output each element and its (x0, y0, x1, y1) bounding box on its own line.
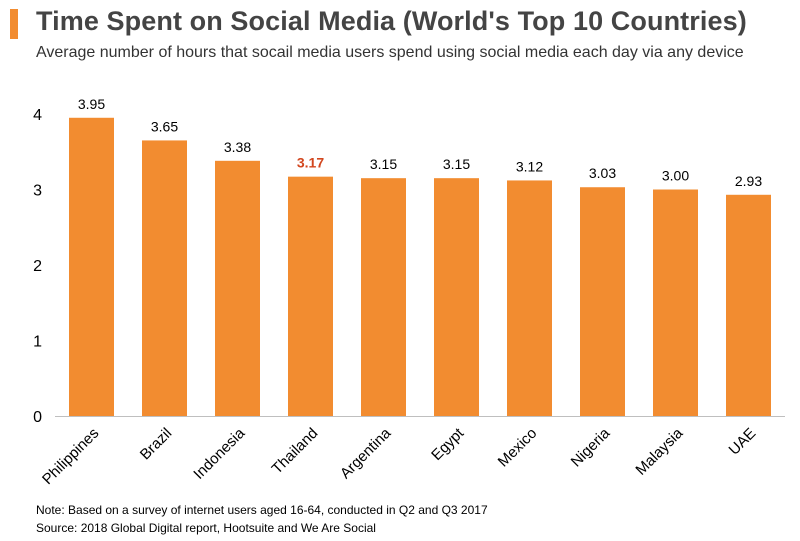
x-tick-label: Argentina (337, 424, 395, 482)
value-label: 3.95 (78, 96, 105, 112)
y-tick-label: 2 (33, 258, 42, 275)
bar-argentina (361, 178, 406, 416)
x-tick-label: Malaysia (632, 424, 686, 478)
chart-source: Source: 2018 Global Digital report, Hoot… (36, 521, 376, 535)
chart-note: Note: Based on a survey of internet user… (36, 503, 488, 517)
value-label: 3.00 (662, 168, 689, 184)
value-label: 3.15 (443, 156, 470, 172)
value-label: 3.38 (224, 139, 251, 155)
x-tick-label: Brazil (137, 425, 176, 464)
value-label: 3.03 (589, 165, 616, 181)
chart-title: Time Spent on Social Media (World's Top … (36, 6, 747, 36)
x-tick-label: Indonesia (190, 424, 248, 482)
value-label: 2.93 (735, 173, 762, 189)
x-tick-label: Thailand (269, 425, 322, 478)
x-tick-label: UAE (725, 425, 759, 459)
bar-uae (726, 194, 771, 416)
value-label: 3.12 (516, 158, 543, 174)
title-accent-bar (10, 9, 18, 39)
x-tick-label: Philippines (39, 425, 102, 488)
y-tick-label: 4 (33, 107, 42, 124)
x-tick-label: Nigeria (568, 424, 614, 470)
bar-philippines (69, 117, 114, 417)
y-tick-label: 1 (33, 334, 42, 351)
bar-brazil (142, 140, 187, 417)
value-label: 3.65 (151, 118, 178, 134)
bar-malaysia (653, 189, 698, 416)
chart-subtitle: Average number of hours that socail medi… (36, 44, 744, 61)
bar-mexico (507, 180, 552, 416)
bar-thailand (288, 176, 333, 416)
y-tick-label: 0 (33, 409, 42, 426)
x-tick-label: Egypt (428, 424, 468, 464)
value-label: 3.15 (370, 156, 397, 172)
value-label: 3.17 (297, 155, 324, 171)
bar-nigeria (580, 187, 625, 416)
y-tick-label: 3 (33, 183, 42, 200)
bar-egypt (434, 178, 479, 416)
x-tick-label: Mexico (495, 425, 541, 471)
bar-indonesia (215, 160, 260, 416)
